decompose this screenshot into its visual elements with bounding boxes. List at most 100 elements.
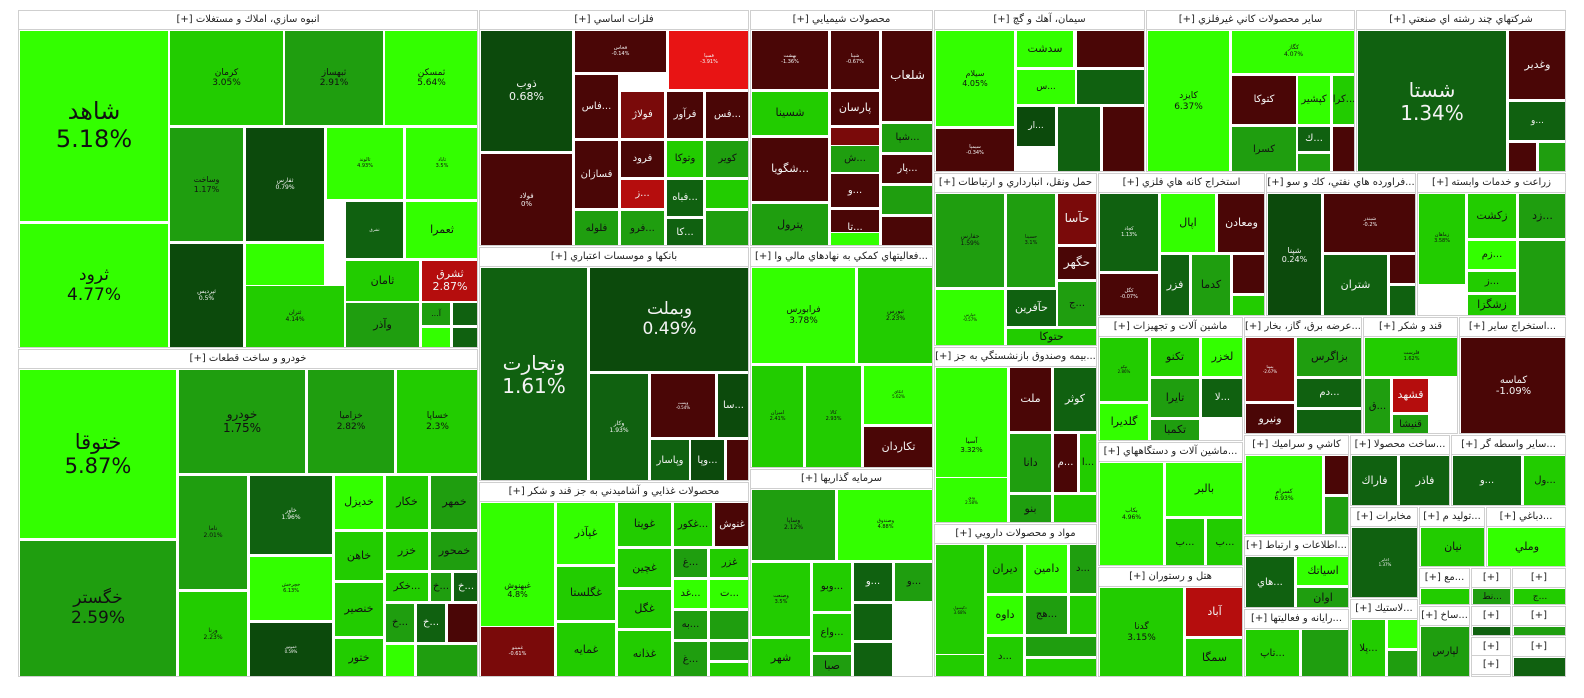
stock-tile[interactable]: [385, 644, 415, 676]
stock-tile[interactable]: [709, 662, 748, 676]
stock-tile[interactable]: ...شگويا: [751, 137, 829, 202]
stock-tile[interactable]: وكار 1.93%: [589, 373, 649, 480]
sector-header[interactable]: كاشي و سراميك [+]: [1245, 436, 1348, 455]
stock-tile[interactable]: شستا 1.34%: [1357, 30, 1507, 171]
sector-header[interactable]: زراعت و خدمات وابسته [+]: [1418, 174, 1565, 193]
stock-tile[interactable]: خمحور: [430, 531, 477, 571]
stock-tile[interactable]: حتوكا: [1006, 328, 1096, 345]
stock-tile[interactable]: سمگا: [1185, 638, 1242, 676]
sector-header[interactable]: حمل ونقل، انبارداري و ارتباطات [+]: [935, 174, 1096, 193]
sector-header[interactable]: ...ماشين آلات و دستگاههاي [+]: [1099, 443, 1242, 462]
stock-tile[interactable]: خزاميا 2.82%: [307, 369, 395, 474]
stock-tile[interactable]: كماسه -1.09%: [1460, 337, 1565, 433]
stock-tile[interactable]: فرود: [620, 140, 665, 178]
stock-tile[interactable]: ...فرو: [620, 210, 665, 245]
stock-tile[interactable]: زماهان 3.58%: [1418, 193, 1466, 285]
sector-header[interactable]: ...توليد م [+]: [1420, 508, 1484, 527]
stock-tile[interactable]: حگهر: [1057, 246, 1096, 280]
stock-tile[interactable]: [1069, 595, 1096, 635]
sector-header[interactable]: ...اطلاعات و ارتباط [+]: [1245, 537, 1348, 556]
stock-tile[interactable]: خنصير: [334, 582, 384, 637]
stock-tile[interactable]: سيلام 4.05%: [935, 30, 1015, 127]
stock-tile[interactable]: [1102, 106, 1144, 171]
sector-header[interactable]: ...لاستيك [+]: [1351, 600, 1417, 619]
stock-tile[interactable]: خديزل: [334, 475, 384, 530]
stock-tile[interactable]: ...ز: [1467, 271, 1517, 293]
stock-tile[interactable]: تكمبا: [1150, 419, 1200, 440]
stock-tile[interactable]: تايرا: [1150, 378, 1200, 418]
stock-tile[interactable]: ...ق: [1364, 378, 1391, 433]
stock-tile[interactable]: شپنا -0.67%: [830, 30, 880, 90]
stock-tile[interactable]: زشگزا: [1467, 294, 1517, 315]
stock-tile[interactable]: ختور: [334, 638, 384, 676]
stock-tile[interactable]: [1232, 254, 1264, 294]
stock-tile[interactable]: ...فاس: [574, 74, 619, 139]
sector-header[interactable]: بانكها و موسسات اعتباري [+]: [480, 248, 748, 267]
stock-tile[interactable]: تكنو: [1150, 337, 1200, 377]
stock-tile[interactable]: ...و: [894, 562, 932, 602]
stock-tile[interactable]: قشهد: [1392, 378, 1429, 413]
stock-tile[interactable]: [935, 654, 985, 676]
stock-tile[interactable]: فاراك: [1351, 455, 1398, 505]
stock-tile[interactable]: فاذر: [1399, 455, 1449, 505]
stock-tile[interactable]: [1387, 650, 1417, 676]
stock-tile[interactable]: [1297, 153, 1331, 171]
stock-tile[interactable]: ...خ: [416, 603, 446, 643]
stock-tile[interactable]: ...ول: [1523, 455, 1565, 505]
stock-tile[interactable]: غويتا: [617, 502, 672, 547]
sector-header[interactable]: شركتهاي چند رشته اي صنعتي [+]: [1357, 11, 1565, 30]
stock-tile[interactable]: غچين: [617, 548, 672, 588]
stock-tile[interactable]: گلديرا: [1099, 403, 1149, 440]
stock-tile[interactable]: فزر: [1160, 254, 1190, 315]
sector-header[interactable]: محصولات شيميايي [+]: [751, 11, 932, 30]
stock-tile[interactable]: ذوب 0.68%: [480, 30, 573, 152]
stock-tile[interactable]: ...هاي: [1245, 556, 1295, 607]
stock-tile[interactable]: [705, 210, 748, 245]
stock-tile[interactable]: كالا 2.93%: [805, 365, 862, 467]
sector-header[interactable]: [+]: [1513, 569, 1565, 588]
sector-header[interactable]: انبوه سازي، املاك و مستغلات [+]: [19, 11, 477, 30]
stock-tile[interactable]: [1420, 588, 1469, 604]
stock-tile[interactable]: ثبورس 2.23%: [857, 267, 932, 364]
stock-tile[interactable]: [1389, 285, 1415, 315]
sector-header[interactable]: ...فعاليتهاي كمكي به نهادهاي مالي وا [+]: [751, 248, 932, 267]
stock-tile[interactable]: ثاباد 3.5%: [405, 127, 477, 200]
stock-tile[interactable]: دانا: [1009, 433, 1052, 493]
stock-tile[interactable]: خساپا 2.3%: [396, 369, 477, 474]
stock-tile[interactable]: ...وپا: [690, 439, 725, 480]
stock-tile[interactable]: ومعادن: [1217, 193, 1264, 253]
sector-header[interactable]: [+]: [1513, 638, 1565, 657]
stock-tile[interactable]: [1389, 254, 1415, 284]
stock-tile[interactable]: [1513, 626, 1565, 635]
stock-tile[interactable]: حآسا: [1057, 193, 1096, 245]
stock-tile[interactable]: ...غ: [673, 548, 708, 578]
stock-tile[interactable]: ...نط: [1472, 588, 1510, 604]
stock-tile[interactable]: ...غ: [673, 641, 708, 676]
stock-tile[interactable]: شبندر -0.2%: [1323, 193, 1415, 253]
stock-tile[interactable]: ...و: [830, 173, 880, 208]
stock-tile[interactable]: حپارس -0.57%: [935, 289, 1005, 345]
stock-tile[interactable]: وصندوق 4.88%: [837, 489, 932, 561]
stock-tile[interactable]: ...شپا: [881, 123, 932, 153]
stock-tile[interactable]: [1025, 658, 1096, 676]
sector-header[interactable]: محصولات غذايي و آشاميدني به جز قند و شكر…: [480, 483, 748, 502]
stock-tile[interactable]: لپارس: [1420, 626, 1469, 676]
sector-header[interactable]: [+]: [1472, 607, 1510, 626]
stock-tile[interactable]: نيان: [1420, 527, 1484, 566]
stock-tile[interactable]: ونيرو: [1245, 403, 1295, 433]
stock-tile[interactable]: ...به: [673, 610, 708, 640]
stock-tile[interactable]: وتوكا: [666, 140, 704, 178]
stock-tile[interactable]: ...خ: [430, 572, 452, 602]
stock-tile[interactable]: شهر: [751, 638, 811, 676]
stock-tile[interactable]: [709, 610, 748, 640]
sector-header[interactable]: ...استخراج ساير [+]: [1460, 318, 1565, 337]
stock-tile[interactable]: غگلستا: [556, 566, 616, 621]
stock-tile[interactable]: [1025, 636, 1096, 657]
stock-tile[interactable]: ...ش: [830, 145, 880, 173]
stock-tile[interactable]: وپست -0.54%: [650, 373, 716, 438]
stock-tile[interactable]: ...فس: [705, 91, 748, 139]
sector-header[interactable]: ...بيمه وصندوق بازنشستگي به جز [+]: [935, 348, 1096, 367]
stock-tile[interactable]: وآذر: [345, 302, 420, 347]
stock-tile[interactable]: [1332, 126, 1354, 171]
stock-tile[interactable]: غذانه: [617, 630, 672, 676]
